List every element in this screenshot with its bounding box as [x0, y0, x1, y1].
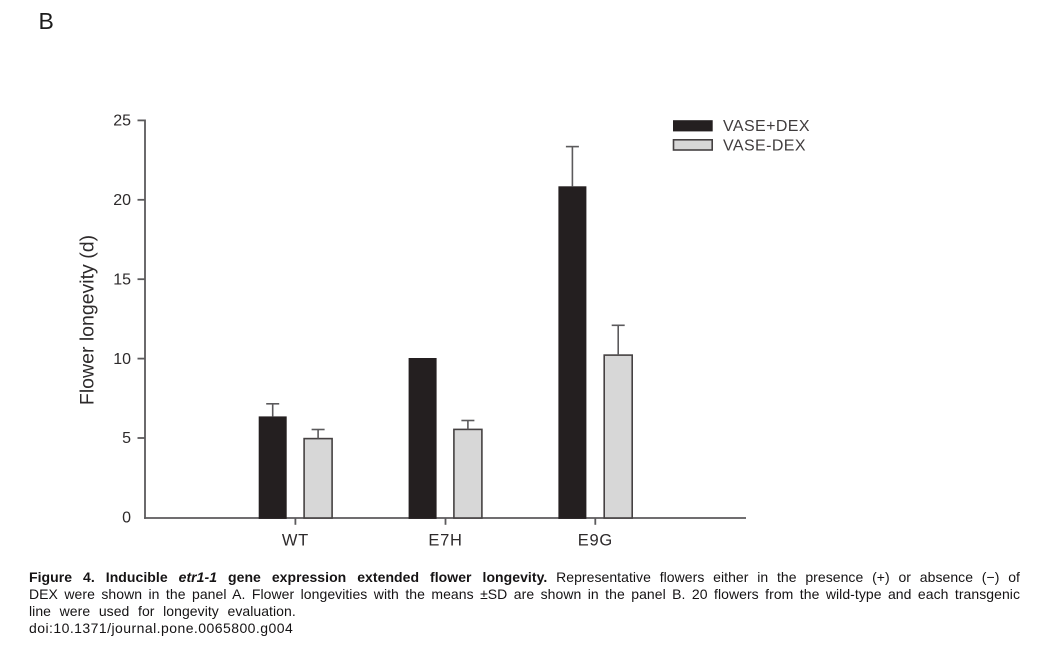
svg-text:25: 25	[113, 113, 131, 130]
svg-text:15: 15	[113, 271, 131, 288]
svg-text:Flower longevity (d): Flower longevity (d)	[77, 235, 99, 405]
svg-text:20: 20	[113, 192, 131, 209]
svg-text:E7H: E7H	[428, 532, 462, 550]
svg-text:VASE+DEX: VASE+DEX	[723, 118, 810, 135]
svg-text:10: 10	[113, 351, 131, 368]
svg-text:0: 0	[122, 510, 131, 527]
svg-text:WT: WT	[282, 532, 309, 550]
svg-text:VASE-DEX: VASE-DEX	[723, 138, 806, 155]
svg-text:5: 5	[122, 430, 131, 447]
svg-text:E9G: E9G	[578, 532, 613, 550]
